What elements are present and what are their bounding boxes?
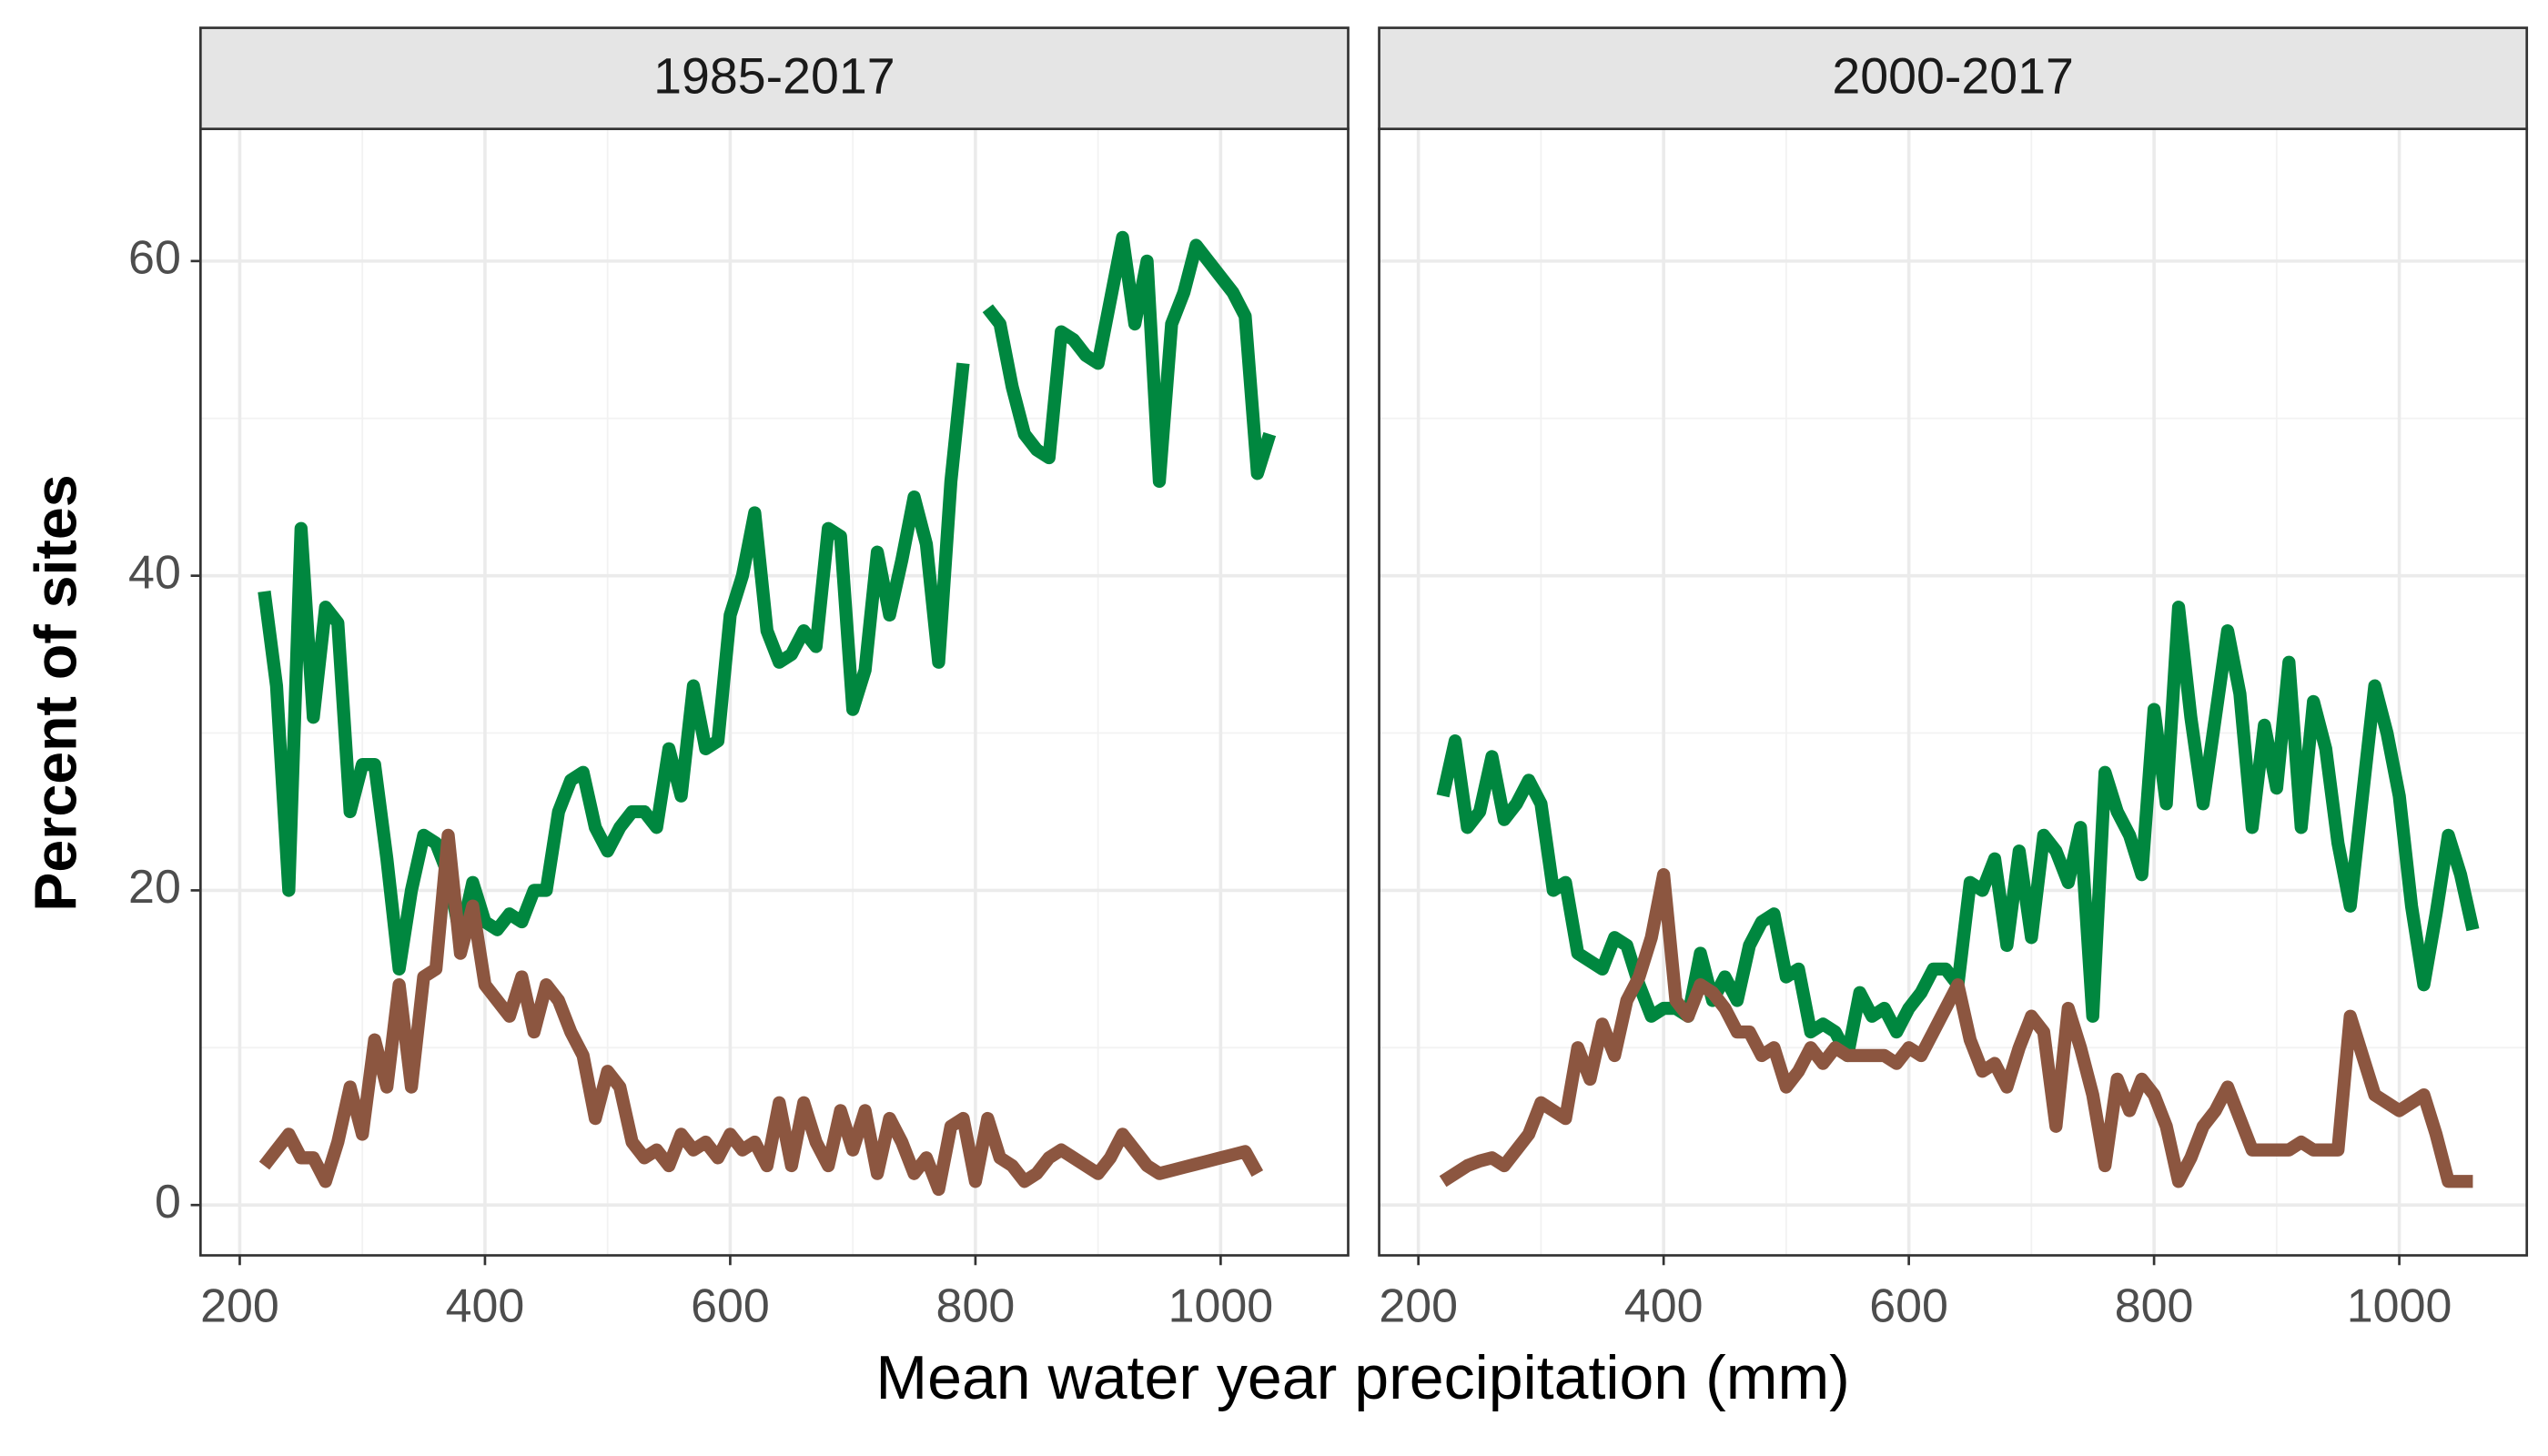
- y-tick-label: 40: [128, 546, 181, 599]
- y-tick-label: 60: [128, 232, 181, 285]
- data-line: [258, 828, 1264, 1197]
- x-tick-label: 200: [1379, 1279, 1458, 1332]
- x-tick-label: 600: [691, 1279, 770, 1332]
- x-tick-label: 400: [1624, 1279, 1704, 1332]
- x-tick-label: 1000: [1168, 1279, 1274, 1332]
- x-axis-title: Mean water year precipitation (mm): [875, 1343, 1849, 1412]
- x-tick-label: 400: [446, 1279, 525, 1332]
- x-tick-label: 800: [2115, 1279, 2194, 1332]
- strip: [199, 26, 1350, 130]
- strip-title: 1985-2017: [653, 48, 895, 105]
- x-tick-label: 200: [200, 1279, 279, 1332]
- y-tick-label: 0: [155, 1176, 181, 1228]
- panel-background: [1379, 128, 2527, 1256]
- x-tick-label: 600: [1869, 1279, 1948, 1332]
- x-tick-label: 1000: [2347, 1279, 2452, 1332]
- data-line: [258, 230, 1277, 976]
- y-axis-title: Percent of sites: [23, 474, 88, 911]
- strip: [1378, 26, 2529, 130]
- y-tick-label: 20: [128, 861, 181, 914]
- x-tick-label: 800: [936, 1279, 1016, 1332]
- strip-title: 2000-2017: [1832, 48, 2074, 105]
- data-line: [1439, 867, 2473, 1188]
